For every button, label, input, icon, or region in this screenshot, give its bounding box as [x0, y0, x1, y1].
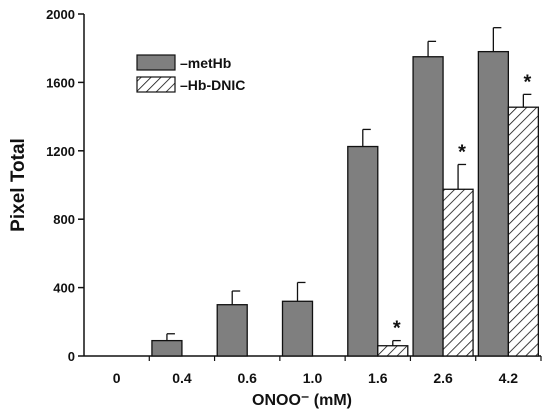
x-tick-label-0-6: 0.6 [237, 370, 257, 386]
significance-marker-5: * [458, 141, 466, 163]
legend: –metHb –Hb-DNIC [136, 54, 245, 93]
significance-marker-4: * [393, 318, 401, 340]
y-tick-label-0: 0 [68, 349, 75, 364]
x-tick-label-2-6: 2.6 [433, 370, 453, 386]
x-tick-label-1-6: 1.6 [368, 370, 388, 386]
x-axis-label: ONOO⁻ (mM) [252, 392, 352, 409]
legend-swatch-hbdnic [136, 76, 176, 93]
y-tick-label-2000: 2000 [46, 7, 75, 22]
y-tick-label-1600: 1600 [46, 75, 75, 90]
legend-label-hbdnic: –Hb-DNIC [180, 77, 245, 93]
x-tick-label-4-2: 4.2 [499, 370, 519, 386]
bar-methb-1 [151, 339, 183, 357]
x-tick-label-0-4: 0.4 [172, 370, 192, 386]
legend-label-methb: –metHb [180, 55, 231, 71]
bar-methb-6 [477, 50, 510, 357]
bar-methb-5 [412, 56, 444, 357]
bar-methb-2 [216, 304, 248, 357]
y-tick-label-400: 400 [53, 281, 75, 296]
bar-hbdnic-5 [442, 188, 474, 357]
y-tick-label-1200: 1200 [46, 144, 75, 159]
bar-methb-3 [281, 300, 314, 357]
significance-marker-6: * [523, 71, 531, 93]
y-axis-label: Pixel Total [8, 138, 29, 232]
x-tick-label-1-0: 1.0 [303, 370, 323, 386]
bar-hbdnic-4 [377, 345, 409, 357]
x-tick-label-0: 0 [113, 370, 121, 386]
bar-methb-4 [347, 145, 379, 357]
legend-swatch-methb [136, 54, 176, 71]
bar-hbdnic-6 [507, 106, 540, 357]
y-tick-label-800: 800 [53, 212, 75, 227]
